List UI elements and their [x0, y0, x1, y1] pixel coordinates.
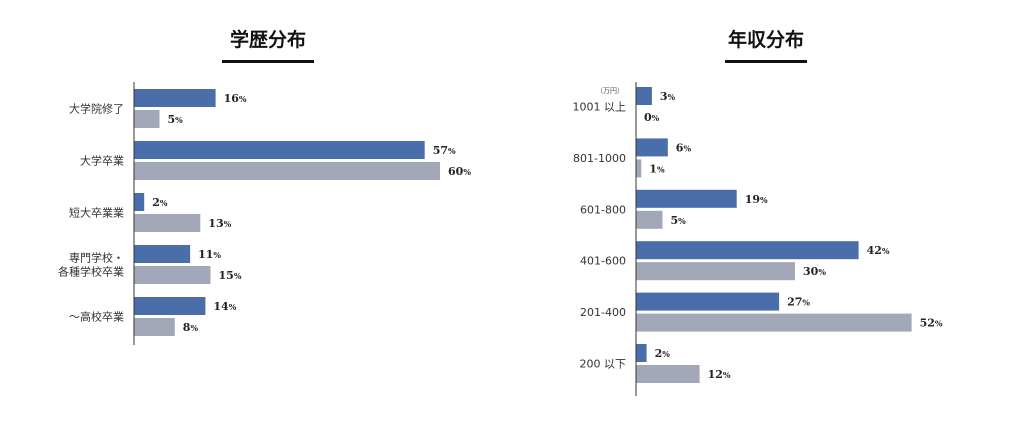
percent-sign: % [818, 267, 826, 277]
percent-sign: % [652, 113, 660, 123]
bar [134, 266, 211, 284]
data-label: 57% [433, 144, 456, 157]
bar [636, 365, 700, 383]
bar [134, 141, 425, 159]
bar [636, 344, 647, 362]
percent-sign: % [683, 143, 691, 153]
unit-label: （万円） [596, 87, 624, 95]
data-label: 16% [224, 92, 247, 105]
data-label: 15% [219, 269, 242, 282]
bar [636, 159, 642, 178]
data-label: 2% [152, 196, 168, 209]
percent-sign: % [448, 146, 456, 156]
percent-sign: % [802, 298, 810, 308]
percent-sign: % [239, 94, 247, 104]
percent-sign: % [668, 92, 676, 102]
data-label: 11% [198, 248, 221, 261]
title-underline [725, 60, 807, 63]
data-label: 13% [208, 217, 231, 230]
bar [134, 318, 175, 336]
data-label: 8% [183, 321, 199, 334]
category-label: 801-1000 [573, 152, 626, 165]
bar [636, 87, 652, 105]
chart-title-income: 年収分布 [706, 25, 826, 63]
data-label: 30% [803, 265, 826, 278]
bar [134, 162, 440, 180]
category-label: 短大卒業業 [69, 206, 124, 220]
bar [134, 245, 191, 263]
data-label: 3% [660, 90, 676, 103]
data-label: 42% [867, 244, 890, 257]
category-label: 各種学校卒業 [58, 265, 124, 279]
category-label: 601-800 [580, 203, 626, 216]
category-label: 大学卒業 [80, 154, 124, 168]
bar [134, 89, 216, 107]
percent-sign: % [760, 195, 768, 205]
data-label: 27% [787, 296, 810, 309]
bar [636, 292, 780, 311]
bar [636, 189, 737, 208]
category-label: 大学院修了 [69, 102, 124, 116]
percent-sign: % [662, 349, 670, 359]
bar [134, 193, 145, 211]
percent-sign: % [882, 246, 890, 256]
percent-sign: % [175, 115, 183, 125]
title-underline [222, 60, 314, 63]
category-label: 401-600 [580, 255, 626, 268]
percent-sign: % [935, 319, 943, 329]
percent-sign: % [229, 302, 237, 312]
data-label: 52% [920, 317, 943, 330]
data-label: 6% [676, 141, 692, 154]
percent-sign: % [160, 198, 168, 208]
category-label: 200 以下 [580, 358, 627, 371]
data-label: 19% [745, 193, 768, 206]
bar [636, 138, 668, 157]
category-label: 1001 以上 [573, 101, 627, 114]
bar [636, 313, 912, 332]
data-label: 5% [168, 113, 184, 126]
percent-sign: % [213, 250, 221, 260]
percent-sign: % [190, 323, 198, 333]
data-label: 1% [649, 162, 665, 175]
percent-sign: % [234, 271, 242, 281]
bar [134, 110, 160, 128]
data-label: 12% [708, 368, 731, 381]
bar [636, 262, 795, 281]
data-label: 60% [448, 165, 471, 178]
percent-sign: % [723, 370, 731, 380]
percent-sign: % [224, 219, 232, 229]
bar [134, 297, 206, 315]
bar [134, 214, 201, 232]
percent-sign: % [463, 167, 471, 177]
data-label: 0% [644, 111, 660, 124]
category-label: 〜高校卒業 [69, 310, 124, 324]
data-label: 5% [671, 214, 687, 227]
data-label: 14% [213, 300, 236, 313]
bar [636, 241, 859, 260]
bar [636, 210, 663, 229]
chart-title-education: 学歴分布 [208, 25, 328, 63]
data-label: 2% [655, 347, 671, 360]
category-label: 201-400 [580, 306, 626, 319]
chart-title-income-text: 年収分布 [727, 29, 804, 51]
category-label: 専門学校・ [69, 251, 124, 265]
percent-sign: % [657, 164, 665, 174]
chart-title-education-text: 学歴分布 [229, 29, 306, 51]
percent-sign: % [678, 216, 686, 226]
